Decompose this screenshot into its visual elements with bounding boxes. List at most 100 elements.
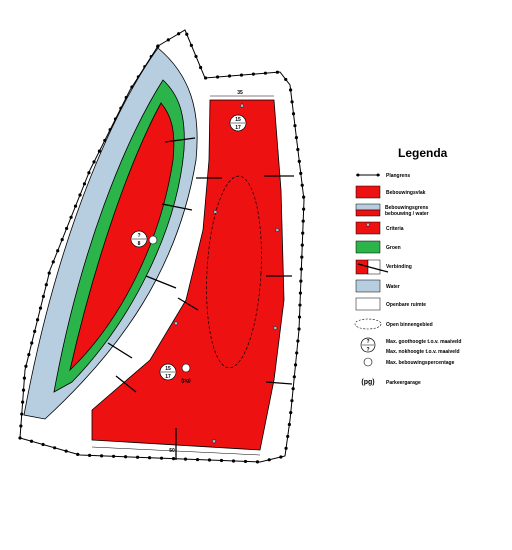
boundary-dot bbox=[38, 306, 43, 310]
legend-swatch bbox=[355, 259, 369, 275]
legend-swatch bbox=[355, 209, 381, 217]
boundary-dot bbox=[60, 237, 64, 242]
boundary-dot bbox=[82, 182, 87, 186]
symbol-tag: (pg) bbox=[181, 378, 191, 384]
dimension-label: 35 bbox=[237, 90, 243, 96]
boundary-dot bbox=[78, 193, 82, 197]
symbol-bottom: 17 bbox=[165, 374, 171, 380]
dimension-line bbox=[91, 446, 261, 456]
boundary-dot bbox=[255, 460, 260, 464]
boundary-dot bbox=[300, 183, 304, 187]
boundary-dot bbox=[289, 88, 293, 92]
legend-label: Plangrens bbox=[386, 173, 410, 179]
legend-label: Criteria bbox=[386, 226, 404, 232]
boundary-dot bbox=[299, 171, 303, 175]
boundary-dot bbox=[123, 455, 128, 459]
legend-label-box: Bebouwingsgrens bebouwing / water bbox=[385, 205, 429, 217]
legend-swatch bbox=[355, 203, 381, 211]
boundary-dot bbox=[41, 294, 45, 299]
symbol-top: 15 bbox=[165, 366, 171, 372]
legend-label: Openbare ruimte bbox=[386, 302, 426, 308]
legend-label: Bebouwingsvlak bbox=[386, 190, 426, 196]
legend-swatch bbox=[354, 318, 382, 330]
boundary-dot bbox=[301, 219, 305, 223]
boundary-dot bbox=[291, 112, 296, 116]
legend-label: Water bbox=[386, 284, 400, 290]
boundary-dot bbox=[289, 411, 293, 415]
legend-title: Legenda bbox=[398, 146, 448, 160]
boundary-dot bbox=[297, 315, 302, 319]
symbol-bottom: 8 bbox=[138, 241, 141, 247]
boundary-dot bbox=[156, 44, 160, 49]
symbol-top: ? bbox=[137, 233, 140, 239]
plan-map: 35 50 15 17 ? 8 15 17 (pg) bbox=[18, 29, 306, 464]
legend: Legenda Plangrens Bebouwingsvlak Bebouwi… bbox=[354, 146, 461, 386]
boundary-dot bbox=[296, 147, 300, 152]
height-symbol: ? 8 bbox=[130, 230, 158, 248]
boundary-dot bbox=[73, 204, 78, 208]
boundary-dot bbox=[292, 375, 296, 379]
boundary-dot bbox=[294, 135, 299, 140]
boundary-dot bbox=[263, 71, 268, 75]
boundary-dot bbox=[44, 283, 48, 287]
boundary-dot bbox=[298, 303, 302, 307]
boundary-dot bbox=[293, 363, 298, 367]
boundary-dot bbox=[22, 376, 27, 380]
boundary-dot bbox=[267, 458, 271, 462]
symbol-top: 15 bbox=[235, 117, 241, 123]
boundary-dot bbox=[290, 100, 294, 104]
symbol-bottom: ? bbox=[366, 347, 369, 353]
boundary-dot bbox=[29, 439, 34, 443]
boundary-dot bbox=[290, 399, 294, 403]
boundary-dot bbox=[296, 339, 300, 343]
boundary-dot bbox=[27, 353, 31, 357]
boundary-dot bbox=[159, 456, 164, 460]
boundary-dot bbox=[299, 279, 303, 283]
boundary-dot bbox=[51, 260, 55, 264]
boundary-dot bbox=[47, 271, 51, 275]
building-plot bbox=[69, 102, 175, 372]
legend-tag: (pg) bbox=[361, 379, 374, 386]
boundary-dot bbox=[30, 341, 34, 345]
boundary-dot bbox=[99, 454, 104, 458]
open-inner-area bbox=[206, 175, 262, 369]
boundary-dot bbox=[279, 455, 283, 459]
boundary-dot bbox=[286, 434, 290, 439]
boundary-dot bbox=[302, 207, 306, 211]
boundary-dot bbox=[24, 364, 28, 368]
boundary-dot bbox=[65, 226, 69, 231]
legend-label: Verbinding bbox=[386, 264, 412, 270]
boundary-dot bbox=[219, 458, 224, 463]
legend-label: Max. nokhoogte t.o.v. maaiveld bbox=[386, 349, 460, 355]
boundary-dot bbox=[111, 454, 116, 458]
boundary-dot bbox=[76, 452, 80, 456]
boundary-dot bbox=[195, 457, 200, 462]
symbol-top: ? bbox=[366, 339, 369, 345]
connections bbox=[107, 137, 294, 460]
legend-swatch bbox=[355, 297, 381, 311]
boundary-dot bbox=[301, 231, 305, 235]
boundary-dot bbox=[147, 456, 152, 460]
boundary-dot bbox=[69, 215, 73, 219]
legend-label: Parkeergarage bbox=[386, 380, 421, 386]
legend-swatch bbox=[355, 185, 381, 199]
boundary-dot bbox=[18, 436, 22, 440]
boundary-dot bbox=[20, 412, 24, 416]
boundary-dot bbox=[284, 446, 288, 450]
boundary-dot bbox=[177, 32, 181, 36]
boundary-dot bbox=[64, 449, 68, 453]
boundary-dot bbox=[204, 76, 208, 80]
boundary-dot bbox=[207, 458, 212, 462]
boundary-dot bbox=[185, 32, 189, 36]
boundary-dot bbox=[275, 70, 279, 74]
boundary-dot bbox=[239, 73, 244, 77]
boundary-dot bbox=[97, 149, 102, 153]
boundary-dot bbox=[87, 171, 91, 175]
boundary-dot bbox=[199, 65, 203, 70]
boundary-dot bbox=[189, 43, 193, 47]
boundary-dot bbox=[21, 388, 26, 392]
legend-swatch bbox=[363, 357, 373, 367]
legend-label: Max. bebouwingspercentage bbox=[386, 360, 455, 366]
boundary-dot bbox=[297, 159, 301, 164]
boundary-dot bbox=[300, 243, 304, 247]
